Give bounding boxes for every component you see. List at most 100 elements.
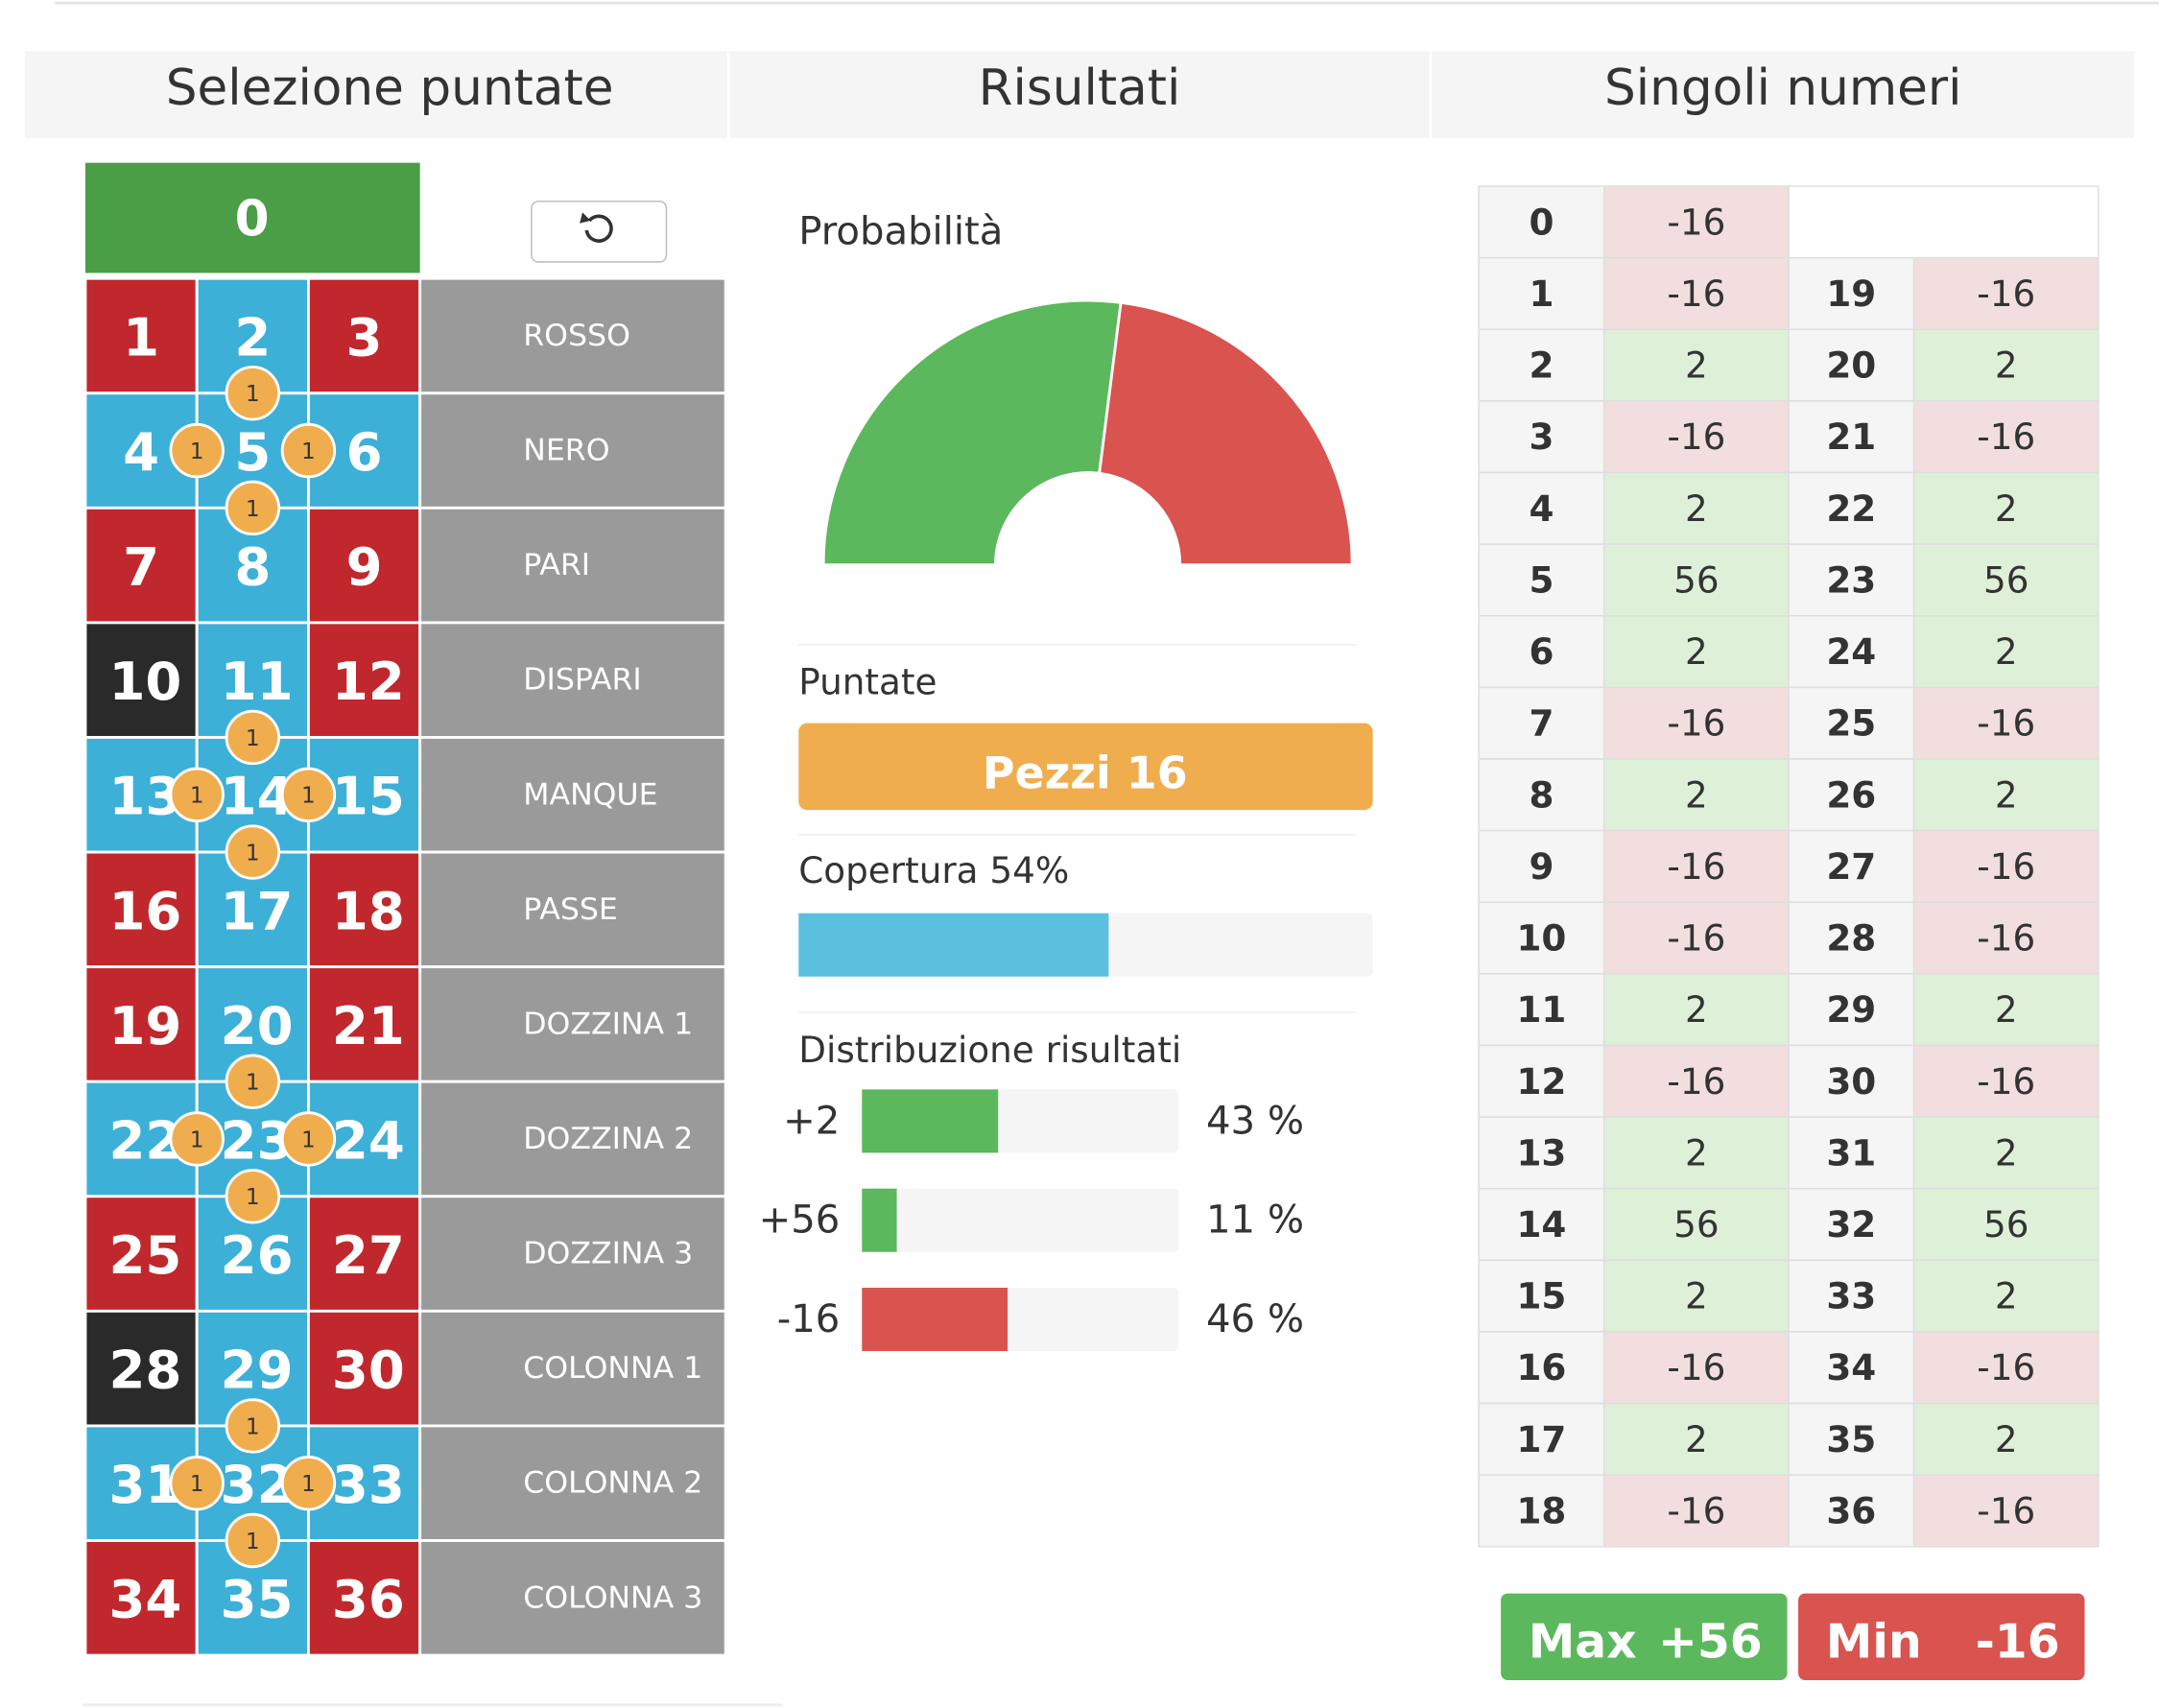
outside-bet[interactable] <box>418 276 727 395</box>
chip-label: 1 <box>246 1185 260 1210</box>
outside-bet[interactable] <box>418 1195 727 1313</box>
outside-bet[interactable] <box>418 850 727 969</box>
number-cell-bg <box>1478 543 1605 617</box>
table-value: 56 <box>1673 558 1719 601</box>
number-label: 6 <box>346 421 383 483</box>
chip-label: 1 <box>190 1472 204 1497</box>
number-label: 7 <box>123 536 159 598</box>
table-number: 0 <box>1529 201 1554 243</box>
number-label: 30 <box>332 1340 405 1401</box>
number-cell[interactable] <box>83 850 199 969</box>
table-number: 8 <box>1529 773 1554 816</box>
table-value: -16 <box>1977 1060 2035 1103</box>
bets-title: Puntate <box>798 661 937 703</box>
coverage-label: Copertura 54% <box>798 849 1069 891</box>
outside-bet[interactable] <box>418 736 727 854</box>
chip-label: 1 <box>190 439 204 464</box>
number-cell-bg <box>1788 615 1915 689</box>
table-value: -16 <box>1667 415 1725 458</box>
outside-bet[interactable] <box>418 1079 727 1198</box>
outside-label: NERO <box>523 434 609 468</box>
table-number: 1 <box>1529 273 1554 315</box>
table-number: 2 <box>1529 344 1554 387</box>
value-cell-bg <box>1602 185 1790 259</box>
outside-bet[interactable] <box>418 621 727 739</box>
number-cell[interactable] <box>83 1309 199 1428</box>
zero-cell[interactable] <box>84 162 420 273</box>
number-label: 24 <box>332 1109 405 1171</box>
chip-label: 1 <box>301 784 316 809</box>
bets-bar <box>798 723 1373 811</box>
number-label: 9 <box>346 536 383 598</box>
value-cell-bg <box>1912 1259 2100 1333</box>
table-value: 2 <box>1995 344 2018 387</box>
value-cell-bg <box>1912 256 2100 331</box>
number-cell[interactable] <box>306 850 422 969</box>
chip <box>225 709 281 766</box>
chip <box>280 1456 337 1511</box>
number-cell-bg <box>1788 1474 1915 1548</box>
table-number: 12 <box>1516 1060 1566 1103</box>
table-value: 2 <box>1685 344 1708 387</box>
table-number: 36 <box>1826 1489 1876 1531</box>
number-label: 26 <box>221 1224 294 1286</box>
value-cell-bg <box>1912 543 2100 617</box>
table-value: 2 <box>1685 1275 1708 1317</box>
value-cell-bg <box>1602 758 1790 832</box>
number-label: 29 <box>221 1340 294 1401</box>
number-cell-bg <box>1478 1474 1605 1548</box>
number-cell-bg <box>1788 1331 1915 1405</box>
reset-button[interactable] <box>531 201 668 263</box>
gauge-wedge <box>821 298 1123 567</box>
table-value: -16 <box>1977 845 2035 888</box>
value-cell-bg <box>1912 829 2100 903</box>
table-value: -16 <box>1667 917 1725 960</box>
number-label: 19 <box>108 995 181 1056</box>
table-number: 24 <box>1826 630 1876 673</box>
number-label: 12 <box>332 651 405 712</box>
number-cell-bg <box>1788 758 1915 832</box>
table-number: 13 <box>1516 1131 1566 1174</box>
number-label: 33 <box>332 1454 405 1515</box>
outside-bet[interactable] <box>418 965 727 1083</box>
distribution-label: +2 <box>783 1099 840 1143</box>
outside-bet[interactable] <box>418 1539 727 1657</box>
table-value: -16 <box>1977 917 2035 960</box>
number-cell-bg <box>1478 1259 1605 1333</box>
table-number: 29 <box>1826 988 1876 1031</box>
outside-bet[interactable] <box>418 1309 727 1428</box>
chip <box>225 366 281 421</box>
table-number: 22 <box>1826 487 1876 530</box>
outside-label: MANQUE <box>523 777 657 812</box>
table-value: -16 <box>1667 1489 1725 1531</box>
table-number: 5 <box>1529 558 1554 601</box>
table-value: -16 <box>1667 201 1725 243</box>
value-cell-bg <box>1602 1187 1790 1262</box>
outside-label: DOZZINA 1 <box>523 1007 693 1041</box>
distribution-label: +56 <box>759 1198 841 1243</box>
table-number: 6 <box>1529 630 1554 673</box>
number-label: 3 <box>346 306 383 368</box>
number-label: 5 <box>234 421 271 483</box>
table-value: -16 <box>1977 415 2035 458</box>
value-cell-bg <box>1912 1331 2100 1405</box>
table-number: 20 <box>1826 344 1876 387</box>
value-cell-bg <box>1912 400 2100 474</box>
value-cell-bg <box>1602 1259 1790 1333</box>
table-value: 2 <box>1995 1418 2018 1460</box>
number-cell[interactable] <box>83 1539 199 1657</box>
number-cell[interactable] <box>83 621 199 739</box>
number-label: 27 <box>332 1224 405 1286</box>
reset-icon <box>584 214 613 243</box>
value-cell-bg <box>1912 615 2100 689</box>
number-label: 18 <box>332 880 405 941</box>
number-cell[interactable] <box>306 506 422 625</box>
chip-label: 1 <box>246 382 260 407</box>
table-number: 16 <box>1516 1346 1566 1388</box>
table-value: 2 <box>1685 773 1708 816</box>
outside-bet[interactable] <box>418 506 727 625</box>
value-cell-bg <box>1912 973 2100 1047</box>
number-label: 34 <box>108 1569 181 1630</box>
outside-bet[interactable] <box>418 1424 727 1542</box>
